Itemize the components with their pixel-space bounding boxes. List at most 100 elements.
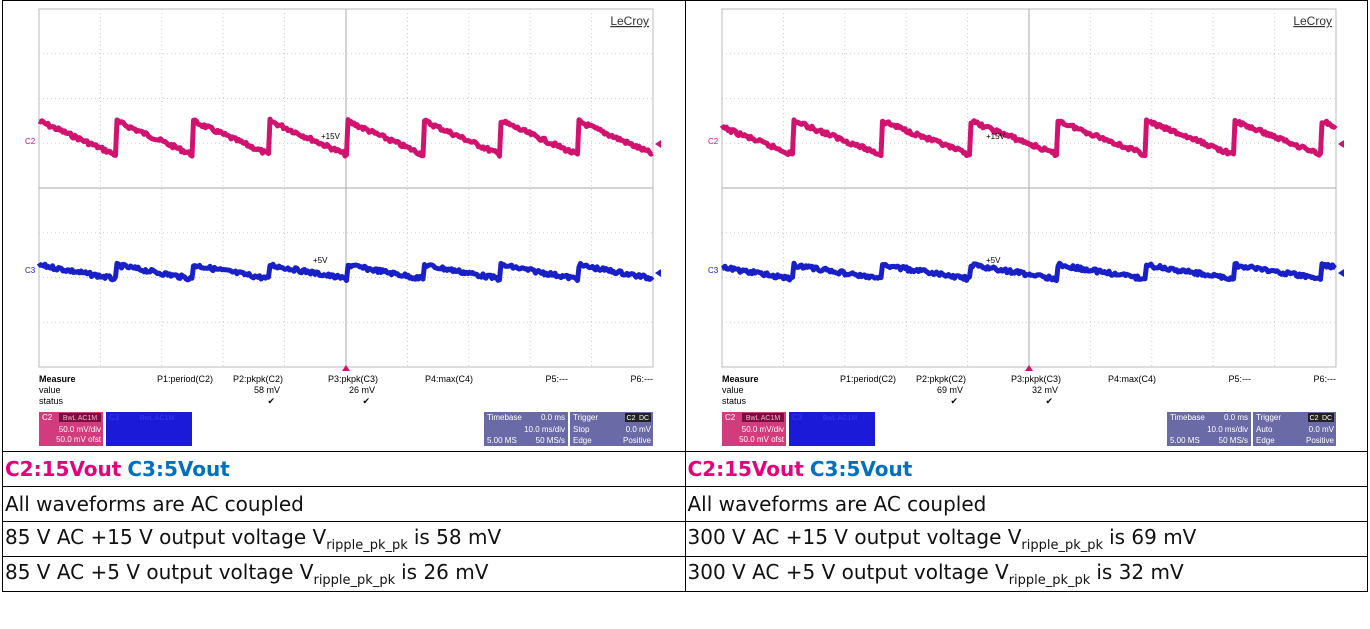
label: C3 bbox=[708, 266, 719, 275]
label: C2 bbox=[25, 137, 36, 146]
waveform bbox=[720, 260, 1337, 283]
tag-bg bbox=[59, 413, 101, 422]
label: C3 bbox=[792, 413, 803, 422]
text: 85 V AC +15 V output voltage V bbox=[5, 525, 327, 549]
label: 0.0 ms bbox=[1223, 413, 1247, 422]
timebase-box bbox=[484, 412, 568, 446]
label: 58 mV bbox=[254, 385, 280, 395]
subscript: ripple_pk_pk bbox=[1021, 538, 1104, 553]
label: 10.0 ms/div bbox=[1207, 425, 1248, 434]
caption-c2: C2:15Vout bbox=[5, 457, 122, 481]
level-marker bbox=[1337, 269, 1344, 277]
channel-box bbox=[106, 412, 192, 446]
result-line: 85 V AC +5 V output voltage Vripple_pk_p… bbox=[2, 556, 686, 592]
text: is 58 mV bbox=[413, 525, 502, 549]
label: BwL AC1M bbox=[140, 415, 175, 422]
waveform bbox=[36, 260, 655, 283]
scope-cell: LeCroy C2 +15V C3 +5V Measure value status P1:pe… bbox=[2, 0, 686, 452]
label: 0.0 ms bbox=[541, 413, 565, 422]
channel-box bbox=[788, 412, 875, 446]
label: C2 bbox=[42, 413, 53, 422]
label: value bbox=[39, 385, 61, 395]
label: Trigger bbox=[573, 413, 598, 422]
subscript: ripple_pk_pk bbox=[313, 573, 396, 588]
label: ✔ bbox=[267, 396, 275, 406]
label: BwL AC1M bbox=[745, 415, 780, 422]
caption: C2:15Vout C3:5Vout bbox=[2, 451, 686, 487]
label: 50.0 mV/div bbox=[741, 425, 783, 434]
trigger-marker bbox=[1024, 365, 1033, 371]
label: BwL AC1M bbox=[822, 415, 857, 422]
label: Timebase bbox=[1170, 413, 1205, 422]
label: DC bbox=[1321, 415, 1331, 422]
label: P1:period(C2) bbox=[157, 374, 213, 384]
tag-bg bbox=[1307, 413, 1334, 422]
level-marker bbox=[1337, 140, 1344, 148]
label: value bbox=[722, 385, 744, 395]
label: Edge bbox=[1256, 436, 1275, 445]
result-line: 300 V AC +15 V output voltage Vripple_pk… bbox=[684, 521, 1368, 557]
caption-c3: C3:5Vout bbox=[809, 457, 913, 481]
label: 50 MS/s bbox=[1218, 436, 1247, 445]
label: 50.0 mV/div bbox=[59, 425, 101, 434]
tag-bg bbox=[625, 413, 651, 422]
tag-bg bbox=[741, 413, 784, 422]
result-line: 85 V AC +15 V output voltage Vripple_pk_… bbox=[2, 521, 686, 557]
subscript: ripple_pk_pk bbox=[326, 538, 408, 553]
waveform bbox=[37, 116, 654, 159]
label: P3:pkpk(C3) bbox=[1010, 374, 1060, 384]
label: +5V bbox=[986, 256, 1001, 265]
text: is 69 mV bbox=[1109, 525, 1197, 549]
text: is 26 mV bbox=[401, 560, 489, 584]
label: C2 bbox=[708, 137, 719, 146]
label: 32 mV bbox=[1031, 385, 1057, 395]
label: C2 bbox=[725, 413, 736, 422]
label: P4:max(C4) bbox=[425, 374, 473, 384]
result-line: 300 V AC +5 V output voltage Vripple_pk_… bbox=[684, 556, 1368, 592]
label: Measure bbox=[722, 374, 759, 384]
waveform bbox=[719, 117, 1337, 159]
caption-c2: C2:15Vout bbox=[687, 457, 804, 481]
label: Positive bbox=[623, 436, 652, 445]
label: 0.0 mV bbox=[1308, 425, 1334, 434]
label: 50.0 mV ofst bbox=[739, 435, 785, 444]
label: 26 mV bbox=[349, 385, 375, 395]
label: C2 bbox=[627, 415, 636, 422]
level-marker bbox=[655, 140, 661, 148]
text: 85 V AC +5 V output voltage V bbox=[5, 560, 314, 584]
label: Auto bbox=[1256, 425, 1273, 434]
label: P4:max(C4) bbox=[1107, 374, 1155, 384]
results-table: LeCroy C2 +15V C3 +5V Measure value status P1:pe… bbox=[2, 0, 1368, 592]
text: 300 V AC +5 V output voltage V bbox=[687, 560, 1009, 584]
label: 69 mV bbox=[936, 385, 962, 395]
label: ✔ bbox=[362, 396, 370, 406]
label: LeCroy bbox=[1293, 14, 1332, 28]
note: All waveforms are AC coupled bbox=[684, 486, 1368, 522]
label: P1:period(C2) bbox=[839, 374, 895, 384]
label: LeCroy bbox=[610, 14, 649, 28]
label: P2:pkpk(C2) bbox=[233, 374, 283, 384]
label: 5.00 MS bbox=[1170, 436, 1200, 445]
label: C2 bbox=[1309, 415, 1318, 422]
label: status bbox=[39, 396, 64, 406]
timebase-box bbox=[1166, 412, 1251, 446]
label: P6:--- bbox=[631, 374, 654, 384]
subscript: ripple_pk_pk bbox=[1008, 573, 1091, 588]
label: P5:--- bbox=[1228, 374, 1251, 384]
label: 50.0 mV ofst bbox=[56, 435, 102, 444]
label: Stop bbox=[573, 425, 590, 434]
label: +15V bbox=[321, 132, 341, 141]
label: P2:pkpk(C2) bbox=[915, 374, 965, 384]
label: +15V bbox=[986, 132, 1006, 141]
scope-cell: LeCroy C2 +15V C3 +5V Measure value status P1:pe… bbox=[684, 0, 1368, 452]
label: Positive bbox=[1305, 436, 1334, 445]
level-marker bbox=[655, 269, 661, 277]
label: Measure bbox=[39, 374, 76, 384]
label: Timebase bbox=[487, 413, 522, 422]
label: BwL AC1M bbox=[63, 415, 98, 422]
note: All waveforms are AC coupled bbox=[2, 486, 686, 522]
label: ✔ bbox=[1045, 396, 1053, 406]
label: C3 bbox=[25, 266, 36, 275]
text: 300 V AC +15 V output voltage V bbox=[687, 525, 1022, 549]
